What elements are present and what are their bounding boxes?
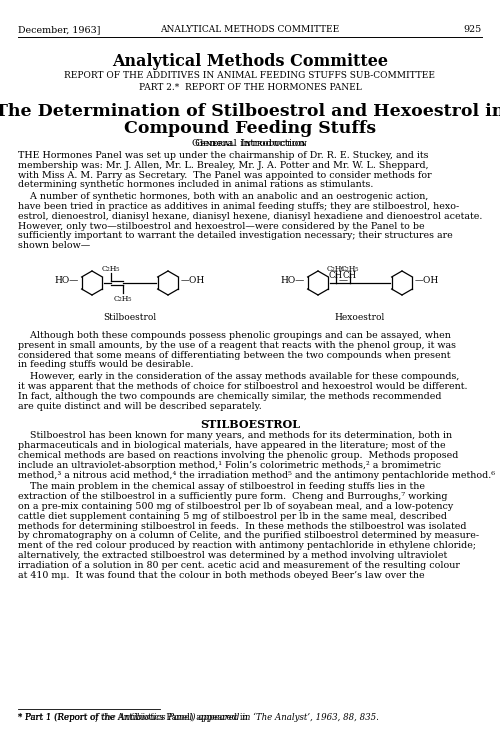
Text: A number of synthetic hormones, both with an anabolic and an oestrogenic action,: A number of synthetic hormones, both wit… [18,192,428,201]
Text: by chromatography on a column of Celite, and the purified stilboestrol determine: by chromatography on a column of Celite,… [18,531,479,540]
Text: Hexoestrol: Hexoestrol [335,313,385,322]
Text: methods for determining stilboestrol in feeds.  In these methods the stilboestro: methods for determining stilboestrol in … [18,522,466,531]
Text: Although both these compounds possess phenolic groupings and can be assayed, whe: Although both these compounds possess ph… [18,331,451,340]
Text: include an ultraviolet-absorption method,¹ Folin’s colorimetric methods,² a brom: include an ultraviolet-absorption method… [18,461,441,470]
Text: chemical methods are based on reactions involving the phenolic group.  Methods p: chemical methods are based on reactions … [18,451,458,460]
Text: it was apparent that the methods of choice for stilboestrol and hexoestrol would: it was apparent that the methods of choi… [18,382,468,391]
Text: —OH: —OH [181,276,206,286]
Text: STILBOESTROL: STILBOESTROL [200,420,300,431]
Text: REPORT OF THE ADDITIVES IN ANIMAL FEEDING STUFFS SUB-COMMITTEE: REPORT OF THE ADDITIVES IN ANIMAL FEEDIN… [64,71,436,80]
Text: —: — [338,276,347,286]
Text: The Determination of Stilboestrol and Hexoestrol in: The Determination of Stilboestrol and He… [0,103,500,120]
Text: at 410 mμ.  It was found that the colour in both methods obeyed Beer’s law over : at 410 mμ. It was found that the colour … [18,571,424,580]
Text: THE Hormones Panel was set up under the chairmanship of Dr. R. E. Stuckey, and i: THE Hormones Panel was set up under the … [18,151,428,160]
Text: shown below—: shown below— [18,241,90,250]
Text: in feeding stuffs would be desirable.: in feeding stuffs would be desirable. [18,360,194,369]
Text: The main problem in the chemical assay of stilboestrol in feeding stuffs lies in: The main problem in the chemical assay o… [18,482,425,491]
Text: pharmaceuticals and in biological materials, have appeared in the literature; mo: pharmaceuticals and in biological materi… [18,442,446,450]
Text: sufficiently important to warrant the detailed investigation necessary; their st: sufficiently important to warrant the de… [18,232,453,240]
Text: Compound Feeding Stuffs: Compound Feeding Stuffs [124,120,376,137]
Text: extraction of the stilboestrol in a sufficiently pure form.  Cheng and Burroughs: extraction of the stilboestrol in a suff… [18,492,448,501]
Text: However, early in the consideration of the assay methods available for these com: However, early in the consideration of t… [18,372,460,381]
Text: HO—: HO— [55,276,79,286]
Text: In fact, although the two compounds are chemically similar, the methods recommen: In fact, although the two compounds are … [18,392,442,401]
Text: irradiation of a solution in 80 per cent. acetic acid and measurement of the res: irradiation of a solution in 80 per cent… [18,561,460,569]
Text: C₂H₅: C₂H₅ [114,295,132,303]
Text: CH: CH [329,271,343,280]
Text: C₂H₅: C₂H₅ [327,265,345,273]
Text: ment of the red colour produced by reaction with antimony pentachloride in ethyl: ment of the red colour produced by react… [18,541,476,550]
Text: General introduction: General introduction [195,139,305,148]
Text: HO—: HO— [281,276,305,286]
Text: present in small amounts, by the use of a reagent that reacts with the phenol gr: present in small amounts, by the use of … [18,341,456,350]
Text: C₂H₅: C₂H₅ [341,265,359,273]
Text: alternatively, the extracted stilboestrol was determined by a method involving u: alternatively, the extracted stilboestro… [18,551,448,560]
Text: C₂H₅: C₂H₅ [102,265,120,273]
Text: 925: 925 [464,25,482,34]
Text: Gᴇɴᴇʀᴀʟ  Iɴᴛʀᴏᴅᴜᴄᴛɪᴏɴ: Gᴇɴᴇʀᴀʟ Iɴᴛʀᴏᴅᴜᴄᴛɪᴏɴ [192,139,308,148]
Text: * Part 1 (Report of the Antibiotics Panel) appeared in: * Part 1 (Report of the Antibiotics Pane… [18,713,250,722]
Text: PART 2.*  REPORT OF THE HORMONES PANEL: PART 2.* REPORT OF THE HORMONES PANEL [138,83,362,92]
Text: method,³ a nitrous acid method,⁴ the irradiation method⁵ and the antimony pentac: method,³ a nitrous acid method,⁴ the irr… [18,471,495,480]
Text: considered that some means of differentiating between the two compounds when pre: considered that some means of differenti… [18,351,450,360]
Text: Stilboestrol has been known for many years, and methods for its determination, b: Stilboestrol has been known for many yea… [18,431,452,440]
Text: ANALYTICAL METHODS COMMITTEE: ANALYTICAL METHODS COMMITTEE [160,25,340,34]
Text: determining synthetic hormones included in animal rations as stimulants.: determining synthetic hormones included … [18,181,374,189]
Text: have been tried in practice as additives in animal feeding stuffs; they are stil: have been tried in practice as additives… [18,202,459,211]
Text: membership was: Mr. J. Allen, Mr. L. Brealey, Mr. J. A. Potter and Mr. W. L. She: membership was: Mr. J. Allen, Mr. L. Bre… [18,161,428,170]
Text: with Miss A. M. Parry as Secretary.  The Panel was appointed to consider methods: with Miss A. M. Parry as Secretary. The … [18,170,432,180]
Text: CH: CH [343,271,357,280]
Text: Analytical Methods Committee: Analytical Methods Committee [112,53,388,70]
Text: However, only two—stilboestrol and hexoestrol—were considered by the Panel to be: However, only two—stilboestrol and hexoe… [18,221,424,230]
Text: * Part 1 (Report of the Antibiotics Panel) appeared in ‘The Analyst’, 1963, 88, : * Part 1 (Report of the Antibiotics Pane… [18,713,379,722]
Text: estrol, dienoestrol, dianisyl hexane, dianisyl hexene, dianisyl hexadiene and di: estrol, dienoestrol, dianisyl hexane, di… [18,212,482,221]
Text: December, 1963]: December, 1963] [18,25,100,34]
Text: are quite distinct and will be described separately.: are quite distinct and will be described… [18,401,262,411]
Text: cattle diet supplement containing 5 mg of stilboestrol per lb in the same meal, : cattle diet supplement containing 5 mg o… [18,512,447,520]
Text: —OH: —OH [415,276,440,286]
Text: on a pre-mix containing 500 mg of stilboestrol per lb of soyabean meal, and a lo: on a pre-mix containing 500 mg of stilbo… [18,502,453,511]
Text: Stilboestrol: Stilboestrol [104,313,156,322]
